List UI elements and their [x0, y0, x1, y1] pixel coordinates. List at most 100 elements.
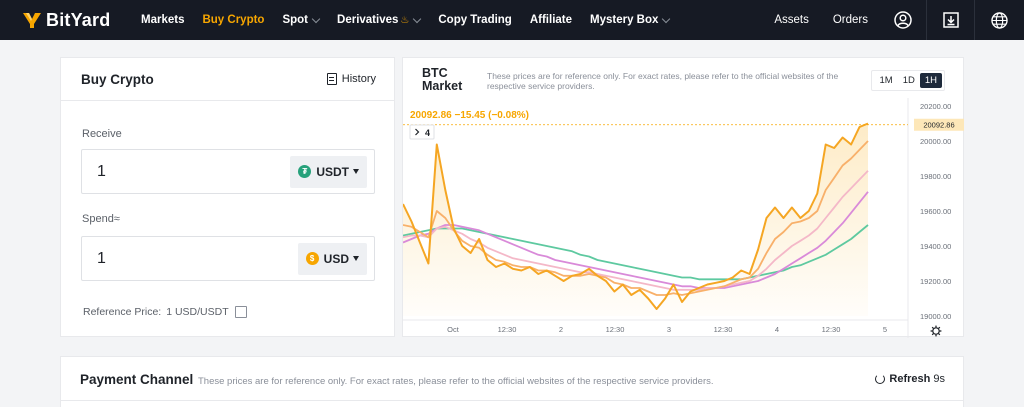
- moving-average-line: [403, 170, 869, 291]
- download-icon: [942, 12, 959, 28]
- logo[interactable]: BitYard: [22, 10, 122, 31]
- moving-average-line: [403, 140, 869, 296]
- logo-text: BitYard: [46, 9, 111, 30]
- refresh-button[interactable]: Refresh 9s: [875, 373, 945, 385]
- nav-link-label: Mystery Box: [590, 14, 659, 26]
- nav-link-affiliate[interactable]: Affiliate: [530, 14, 572, 26]
- y-tick-label: 19000.00: [920, 312, 951, 321]
- y-tick-label: 19200.00: [920, 277, 951, 286]
- y-tick-label: 19600.00: [920, 207, 951, 216]
- top-nav: BitYard Markets Buy Crypto Spot Derivatives…: [0, 0, 1024, 40]
- history-icon: [326, 73, 337, 85]
- caret-down-icon: [353, 256, 359, 261]
- caret-down-icon: [353, 169, 359, 174]
- market-note: These prices are for reference only. For…: [487, 71, 839, 91]
- globe-icon: [991, 11, 1008, 29]
- market-title: BTC Market: [422, 66, 463, 93]
- payment-channel-note: These prices are for reference only. For…: [198, 376, 714, 387]
- nav-link-label: Affiliate: [529, 14, 573, 26]
- spend-amount-input[interactable]: 1: [97, 249, 106, 267]
- y-tick-label: 20000.00: [920, 137, 951, 146]
- usd-coin-icon: $: [305, 252, 319, 265]
- payment-channel-title: Payment Channel: [80, 372, 194, 387]
- chevron-down-icon: [311, 14, 321, 23]
- price-chart[interactable]: 20200.00 20000.00 19800.00 19600.00 19400.00…: [403, 58, 965, 338]
- nav-link-spot[interactable]: Spot: [282, 14, 321, 26]
- timeframe-1d[interactable]: 1D: [902, 75, 915, 86]
- divider: [61, 400, 963, 401]
- reference-price-value: 1 USD/USDT: [166, 306, 229, 318]
- assets-link[interactable]: Assets: [774, 14, 809, 26]
- nav-link-derivatives[interactable]: Derivatives ♨: [337, 14, 422, 26]
- current-price-tag-label: 20092.86: [923, 121, 954, 130]
- timeframe-1m[interactable]: 1M: [879, 75, 893, 86]
- nav-link-label: Copy Trading: [438, 14, 512, 26]
- receive-currency-select[interactable]: ₮ USDT: [290, 155, 367, 188]
- history-label: History: [341, 73, 376, 85]
- buy-crypto-title: Buy Crypto: [81, 71, 154, 87]
- user-icon: [894, 11, 912, 29]
- receive-amount-input[interactable]: 1: [97, 162, 106, 180]
- settings-icon[interactable]: [930, 325, 942, 337]
- spend-label: Spend≈: [82, 213, 120, 225]
- orders-link[interactable]: Orders: [832, 14, 868, 26]
- language-button[interactable]: [975, 0, 1024, 40]
- fire-icon: ♨: [400, 14, 410, 26]
- receive-field[interactable]: 1 ₮ USDT: [81, 149, 375, 194]
- payment-channel-card: Payment Channel These prices are for ref…: [60, 356, 964, 407]
- nav-link-label: Buy Crypto: [202, 14, 265, 26]
- price-area: [403, 123, 868, 316]
- refresh-label: Refresh: [889, 373, 931, 385]
- chevron-right-icon: [415, 128, 420, 136]
- nav-links: Markets Buy Crypto Spot Derivatives ♨ Copy Tr…: [141, 14, 687, 26]
- receive-currency-label: USDT: [316, 164, 349, 179]
- x-tick-label: 5: [883, 325, 887, 334]
- indicator-badge: [409, 124, 435, 140]
- x-tick-label: 12:30: [606, 325, 625, 334]
- indicator-count: 4: [425, 128, 430, 138]
- x-tick-label: 4: [775, 325, 779, 334]
- nav-link-mystery-box[interactable]: Mystery Box: [590, 14, 671, 26]
- download-button[interactable]: [927, 0, 974, 40]
- logo-icon: [23, 13, 41, 28]
- usdt-coin-icon: ₮: [298, 165, 312, 178]
- nav-right: Assets Orders: [774, 0, 1024, 40]
- refresh-countdown: 9s: [933, 373, 945, 385]
- timeframe-selector: 1M 1D 1H: [871, 70, 945, 91]
- nav-link-label: Markets: [141, 14, 185, 26]
- chevron-down-icon: [662, 14, 671, 23]
- user-button[interactable]: [880, 0, 926, 40]
- x-tick-label: Oct: [447, 325, 460, 334]
- reference-price-label: Reference Price:: [83, 306, 162, 318]
- nav-link-label: Derivatives: [337, 14, 399, 26]
- chevron-down-icon: [413, 14, 422, 23]
- current-price-tag: [914, 118, 964, 131]
- history-button[interactable]: History: [326, 73, 376, 85]
- edit-icon[interactable]: [234, 306, 247, 318]
- nav-link-buy-crypto[interactable]: Buy Crypto: [202, 14, 264, 26]
- buy-crypto-header: Buy Crypto History: [61, 58, 394, 101]
- y-tick-label: 19800.00: [920, 172, 951, 181]
- receive-label: Receive: [82, 128, 122, 140]
- btc-market-card: BTC Market These prices are for referenc…: [402, 57, 965, 338]
- reference-price: Reference Price: 1 USD/USDT: [83, 306, 247, 318]
- nav-divider: [926, 0, 927, 40]
- nav-link-markets[interactable]: Markets: [141, 14, 184, 26]
- spend-currency-label: USD: [323, 251, 349, 266]
- nav-link-copy-trading[interactable]: Copy Trading: [438, 14, 511, 26]
- nav-link-label: Spot: [282, 14, 309, 26]
- x-tick-label: 3: [667, 325, 671, 334]
- nav-divider: [974, 0, 975, 40]
- buy-crypto-card: Buy Crypto History Receive 1 ₮ USDT Spen…: [60, 57, 395, 337]
- spend-currency-select[interactable]: $ USD: [297, 242, 367, 275]
- timeframe-1h[interactable]: 1H: [919, 73, 942, 88]
- moving-average-line: [403, 191, 869, 289]
- spend-field[interactable]: 1 $ USD: [81, 236, 375, 281]
- x-tick-label: 2: [559, 325, 563, 334]
- refresh-icon: [875, 374, 886, 384]
- x-tick-label: 12:30: [822, 325, 841, 334]
- y-tick-label: 19400.00: [920, 242, 951, 251]
- price-info: 20092.86 −15.45 (−0.08%): [410, 110, 529, 121]
- price-line: [403, 122, 869, 310]
- x-tick-label: 12:30: [498, 325, 517, 334]
